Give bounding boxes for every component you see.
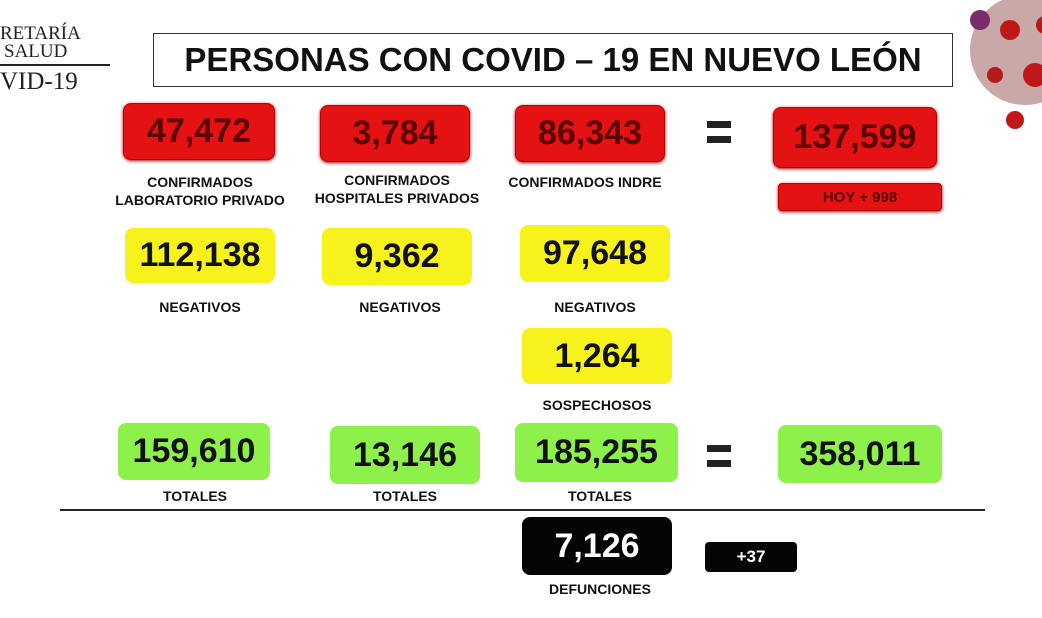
totales-indre: 185,255 (515, 423, 678, 482)
gran-total: 358,011 (778, 425, 942, 483)
sospechosos-label: SOSPECHOSOS (542, 397, 652, 413)
totales-label: TOTALES (567, 488, 633, 504)
defunciones: 7,126 (522, 517, 672, 575)
logo-line2: SALUD (4, 41, 68, 62)
negativos-label: NEGATIVOS (359, 299, 441, 315)
sospechosos: 1,264 (522, 328, 672, 384)
logo-divider (0, 64, 110, 66)
confirmados-indre: 86,343 (515, 105, 665, 162)
hoy-badge: HOY + 998 (778, 183, 942, 211)
virus-icon (970, 0, 1042, 129)
totales-label: TOTALES (372, 488, 438, 504)
confirmados-lab-privado: 47,472 (123, 103, 275, 160)
negativos-indre: 97,648 (520, 225, 670, 282)
confirmados-label: CONFIRMADOS HOSPITALES PRIVADOS (314, 172, 480, 206)
negativos-label: NEGATIVOS (159, 299, 241, 315)
equals-icon (707, 121, 731, 143)
equals-icon (707, 445, 731, 467)
logo-line3: VID-19 (0, 68, 78, 95)
defunciones-delta: +37 (705, 542, 797, 572)
confirmados-label: CONFIRMADOS INDRE (508, 174, 662, 190)
defunciones-label: DEFUNCIONES (549, 581, 651, 597)
confirmados-hospitales-privados: 3,784 (320, 105, 470, 162)
confirmados-total: 137,599 (773, 107, 937, 168)
divider (60, 509, 985, 511)
page-title: PERSONAS CON COVID – 19 EN NUEVO LEÓN (153, 33, 953, 87)
negativos-hospitales-privados: 9,362 (322, 228, 472, 285)
totales-label: TOTALES (162, 488, 228, 504)
totales-hospitales-privados: 13,146 (330, 426, 480, 484)
negativos-label: NEGATIVOS (554, 299, 636, 315)
logo: RETARÍA SALUD VID-19 (0, 23, 110, 95)
totales-lab-privado: 159,610 (118, 423, 270, 480)
confirmados-label: CONFIRMADOS LABORATORIO PRIVADO (115, 174, 285, 208)
negativos-lab-privado: 112,138 (125, 228, 275, 283)
logo-line1: RETARÍA (0, 23, 81, 44)
